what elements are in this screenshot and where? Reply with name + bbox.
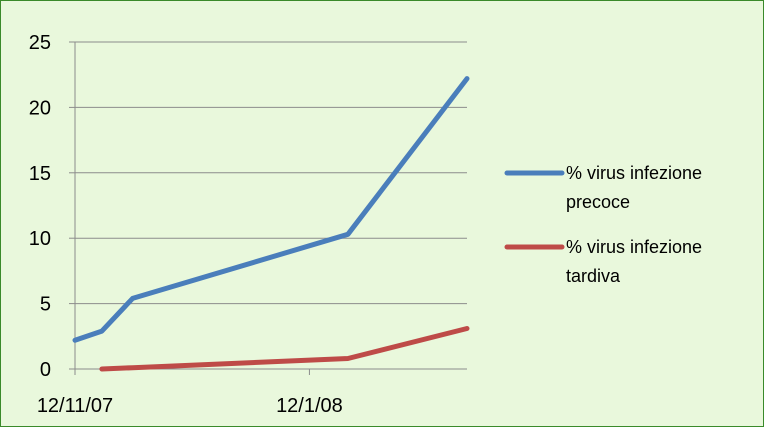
series-line-2 (99, 326, 470, 372)
axes: 0 5 10 15 20 25 12/11/07 12/1/08 (29, 32, 467, 417)
y-tick-label: 15 (29, 163, 51, 185)
x-tick-label: 12/11/07 (37, 395, 113, 417)
y-tick-label: 0 (40, 359, 51, 381)
legend-label-2: % virus infezione (566, 237, 702, 257)
x-tick-label: 12/1/08 (276, 395, 343, 417)
legend-label-1: % virus infezione (566, 163, 702, 183)
y-tick-label: 10 (29, 228, 51, 250)
series-lines (72, 76, 470, 372)
y-tick-label: 20 (29, 97, 51, 119)
series-line-1 (72, 76, 470, 343)
y-tick-label: 5 (40, 294, 51, 316)
y-tick-label: 25 (29, 32, 51, 54)
legend-label-2: tardiva (566, 266, 621, 286)
legend-label-1: precoce (566, 192, 630, 212)
legend: % virus infezione precoce % virus infezion… (504, 163, 702, 286)
gridlines (75, 41, 467, 305)
